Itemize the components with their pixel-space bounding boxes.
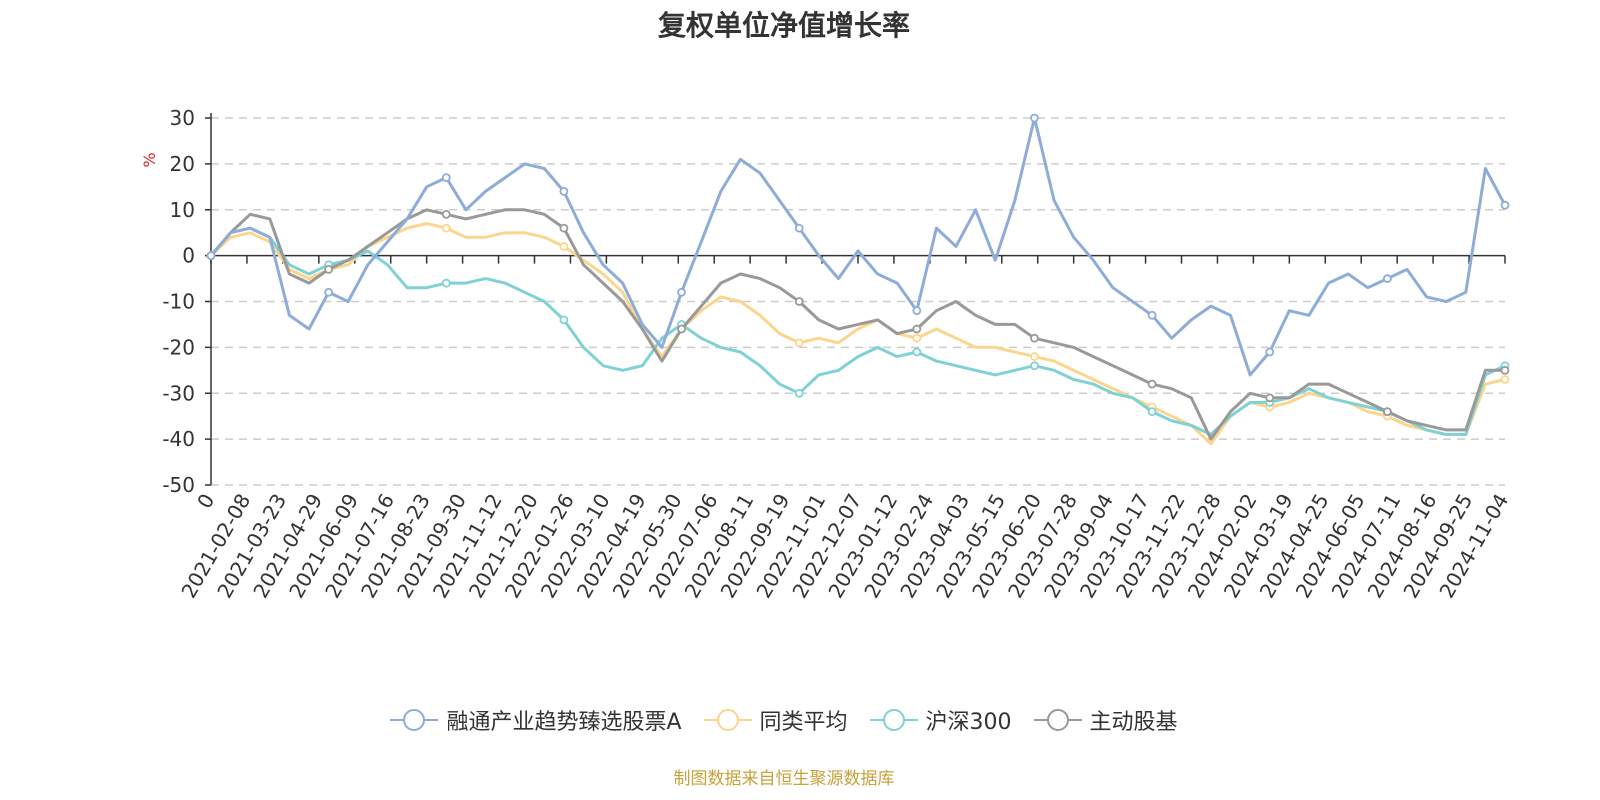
legend-label: 沪深300 (925, 710, 1012, 735)
series-3-point[interactable] (441, 209, 451, 219)
legend-item-series-2[interactable]: 沪深300 (869, 704, 1012, 736)
series-0-point[interactable] (794, 223, 804, 233)
series-0-point[interactable] (1265, 347, 1275, 357)
series-2-point[interactable] (794, 388, 804, 398)
legend-line-circle-icon (1033, 709, 1082, 731)
series-2-point[interactable] (559, 315, 569, 325)
legend-item-series-3[interactable]: 主动股基 (1033, 704, 1178, 736)
legend-label: 主动股基 (1089, 710, 1178, 735)
y-tick-label: 30 (170, 106, 195, 130)
series-2-point[interactable] (1030, 361, 1039, 371)
series-3-line (209, 208, 1505, 441)
y-tick-label: 10 (170, 198, 195, 222)
source-note: 制图数据来自恒生聚源数据库 (673, 769, 895, 789)
tick-labels: 3020100-10-20-30-40-5002021-02-082021-03… (162, 106, 1513, 602)
series-3-point[interactable] (677, 324, 686, 334)
series-1-point[interactable] (1030, 352, 1039, 361)
series-lines (206, 113, 1510, 446)
y-tick-label: 0 (182, 244, 195, 268)
legend-item-series-1[interactable]: 同类平均 (703, 704, 848, 736)
series-1-point[interactable] (794, 338, 804, 348)
axes (205, 113, 1506, 486)
x-tick-label: 0 (192, 490, 219, 513)
y-tick-label: -50 (162, 473, 195, 497)
legend-line-circle-icon (869, 709, 918, 731)
series-1-point[interactable] (912, 333, 922, 343)
legend-label: 融通产业趋势臻选股票A (446, 710, 682, 735)
legend-label: 同类平均 (759, 710, 848, 735)
y-tick-label: -20 (162, 335, 195, 359)
series-0-point[interactable] (677, 287, 686, 297)
series-3-point[interactable] (1382, 407, 1392, 417)
y-axis-unit: % (140, 152, 159, 167)
series-0-point[interactable] (1030, 113, 1039, 123)
series-0-point[interactable] (1500, 200, 1510, 210)
series-0-line (209, 116, 1507, 377)
series-3-point[interactable] (1147, 379, 1157, 389)
series-1-point[interactable] (1500, 375, 1510, 384)
legend-line-circle-icon (390, 709, 439, 731)
series-0-point[interactable] (1382, 274, 1392, 283)
series-3-point[interactable] (1030, 333, 1039, 343)
chart-canvas: % 3020100-10-20-30-40-5002021-02-082021-… (140, 106, 1513, 602)
series-3-point[interactable] (559, 223, 569, 233)
series-0-point[interactable] (206, 251, 216, 261)
y-tick-label: 20 (170, 152, 195, 176)
grid-lines (211, 117, 1505, 486)
series-2-point[interactable] (1147, 407, 1157, 417)
series-3-point[interactable] (324, 264, 334, 274)
series-0-point[interactable] (441, 173, 451, 183)
series-0-point[interactable] (324, 287, 334, 297)
series-3-point[interactable] (1500, 365, 1510, 375)
series-2-point[interactable] (912, 347, 922, 357)
series-1-point[interactable] (559, 242, 569, 251)
y-tick-label: -40 (162, 427, 195, 451)
chart-title: 复权单位净值增长率 (657, 9, 910, 42)
y-tick-label: -10 (162, 290, 195, 314)
legend: 融通产业趋势臻选股票A 同类平均 沪深300 主动股基 (0, 704, 1568, 736)
series-0-point[interactable] (1147, 310, 1157, 320)
series-0-point[interactable] (559, 186, 569, 196)
series-3-point[interactable] (794, 297, 804, 306)
series-1-line (209, 222, 1506, 446)
legend-line-circle-icon (703, 709, 752, 731)
series-3-point[interactable] (1265, 393, 1275, 403)
series-0-point[interactable] (912, 306, 922, 316)
series-2-point[interactable] (441, 278, 451, 288)
series-1-point[interactable] (441, 223, 451, 233)
series-3-point[interactable] (912, 324, 922, 334)
y-tick-label: -30 (162, 381, 195, 405)
legend-item-series-0[interactable]: 融通产业趋势臻选股票A (390, 704, 682, 736)
